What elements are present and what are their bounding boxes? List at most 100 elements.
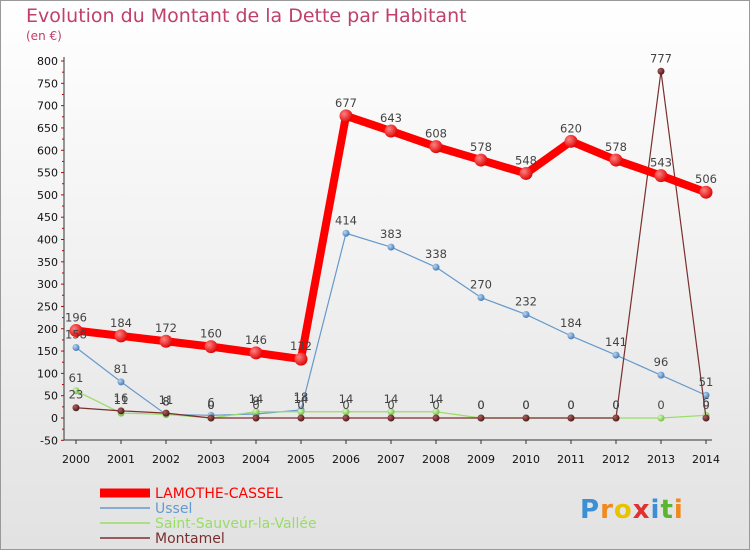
data-label-montamel: 0 bbox=[432, 398, 439, 412]
data-label-saint-sauveur-la-vall-e: 14 bbox=[249, 392, 264, 406]
data-label-montamel: 0 bbox=[567, 398, 574, 412]
y-tick-label: 350 bbox=[37, 256, 58, 269]
data-point-saint-sauveur-la-vall-e bbox=[252, 408, 260, 416]
data-point-montamel bbox=[252, 414, 260, 422]
y-tick-label: 250 bbox=[37, 300, 58, 313]
data-label-saint-sauveur-la-vall-e: 14 bbox=[429, 392, 444, 406]
x-tick-label: 2001 bbox=[107, 453, 135, 466]
x-tick-label: 2011 bbox=[557, 453, 585, 466]
data-label-lamothe-cassel: 196 bbox=[65, 311, 87, 325]
data-point-saint-sauveur-la-vall-e bbox=[657, 414, 665, 422]
data-point-lamothe-cassel bbox=[249, 346, 263, 360]
data-point-lamothe-cassel bbox=[159, 334, 173, 348]
x-tick-label: 2007 bbox=[377, 453, 405, 466]
data-point-ussel bbox=[117, 378, 125, 386]
data-label-montamel: 0 bbox=[252, 398, 259, 412]
y-tick-label: 600 bbox=[37, 144, 58, 157]
data-label-ussel: 6 bbox=[207, 395, 214, 409]
x-tick-label: 2012 bbox=[602, 453, 630, 466]
y-tick-label: 150 bbox=[37, 345, 58, 358]
data-point-lamothe-cassel bbox=[699, 185, 713, 199]
data-label-lamothe-cassel: 620 bbox=[560, 121, 582, 135]
y-tick-label: 0 bbox=[51, 412, 58, 425]
legend-label-saint-sauveur-la-vall-e: Saint-Sauveur-la-Vallée bbox=[155, 516, 317, 532]
data-point-lamothe-cassel bbox=[114, 329, 128, 343]
data-point-montamel bbox=[117, 407, 125, 415]
data-label-montamel: 0 bbox=[612, 398, 619, 412]
logo-letter: x bbox=[633, 495, 651, 525]
data-label-lamothe-cassel: 146 bbox=[245, 333, 267, 347]
data-point-montamel bbox=[432, 414, 440, 422]
data-label-montamel: 0 bbox=[342, 398, 349, 412]
data-label-montamel: 0 bbox=[387, 398, 394, 412]
data-point-montamel bbox=[477, 414, 485, 422]
x-tick-label: 2006 bbox=[332, 453, 360, 466]
data-label-montamel: 777 bbox=[650, 51, 672, 65]
data-label-ussel: 158 bbox=[65, 327, 87, 341]
data-point-ussel bbox=[567, 332, 575, 340]
data-label-lamothe-cassel: 677 bbox=[335, 96, 357, 110]
x-tick-label: 2008 bbox=[422, 453, 450, 466]
data-point-ussel bbox=[342, 229, 350, 237]
data-point-saint-sauveur-la-vall-e bbox=[72, 387, 80, 395]
y-tick-label: 700 bbox=[37, 100, 58, 113]
y-tick-label: 550 bbox=[37, 167, 58, 180]
proxiti-logo: Proxiti bbox=[580, 495, 684, 525]
data-point-saint-sauveur-la-vall-e bbox=[432, 408, 440, 416]
data-point-ussel bbox=[612, 351, 620, 359]
data-label-ussel: 18 bbox=[294, 390, 309, 404]
data-point-ussel bbox=[702, 391, 710, 399]
data-point-ussel bbox=[477, 294, 485, 302]
data-label-montamel: 16 bbox=[114, 391, 129, 405]
y-tick-label: 400 bbox=[37, 234, 58, 247]
data-point-ussel bbox=[432, 263, 440, 271]
data-point-lamothe-cassel bbox=[564, 134, 578, 148]
data-label-ussel: 414 bbox=[335, 213, 357, 227]
x-tick-label: 2005 bbox=[287, 453, 315, 466]
data-label-ussel: 232 bbox=[515, 294, 537, 308]
data-label-ussel: 141 bbox=[605, 335, 627, 349]
data-point-lamothe-cassel bbox=[474, 153, 488, 167]
svg-text:Proxiti: Proxiti bbox=[580, 495, 684, 525]
data-point-ussel bbox=[657, 371, 665, 379]
legend-label-lamothe-cassel: LAMOTHE-CASSEL bbox=[155, 486, 283, 502]
data-label-saint-sauveur-la-vall-e: 14 bbox=[339, 392, 354, 406]
data-label-ussel: 81 bbox=[114, 362, 129, 376]
data-point-lamothe-cassel bbox=[609, 153, 623, 167]
data-point-lamothe-cassel bbox=[294, 352, 308, 366]
data-label-montamel: 0 bbox=[477, 398, 484, 412]
data-point-montamel bbox=[567, 414, 575, 422]
data-label-saint-sauveur-la-vall-e: 14 bbox=[294, 392, 309, 406]
data-point-saint-sauveur-la-vall-e bbox=[342, 408, 350, 416]
data-point-saint-sauveur-la-vall-e bbox=[297, 408, 305, 416]
data-label-saint-sauveur-la-vall-e: 6 bbox=[702, 395, 709, 409]
data-label-lamothe-cassel: 506 bbox=[695, 172, 717, 186]
data-point-montamel bbox=[612, 414, 620, 422]
x-tick-label: 2004 bbox=[242, 453, 270, 466]
data-point-montamel bbox=[702, 414, 710, 422]
data-label-montamel: 0 bbox=[207, 398, 214, 412]
data-label-ussel: 9 bbox=[252, 394, 259, 408]
data-label-lamothe-cassel: 132 bbox=[290, 339, 312, 353]
y-tick-label: 200 bbox=[37, 323, 58, 336]
data-label-saint-sauveur-la-vall-e: 61 bbox=[69, 371, 84, 385]
x-tick-label: 2010 bbox=[512, 453, 540, 466]
data-label-lamothe-cassel: 643 bbox=[380, 111, 402, 125]
y-tick-label: 500 bbox=[37, 189, 58, 202]
data-point-lamothe-cassel bbox=[654, 169, 668, 183]
data-point-montamel bbox=[522, 414, 530, 422]
x-tick-label: 2013 bbox=[647, 453, 675, 466]
data-label-lamothe-cassel: 608 bbox=[425, 127, 447, 141]
data-label-lamothe-cassel: 160 bbox=[200, 327, 222, 341]
data-label-montamel: 0 bbox=[297, 398, 304, 412]
logo-letter: i bbox=[651, 495, 661, 525]
data-point-lamothe-cassel bbox=[519, 166, 533, 180]
data-point-saint-sauveur-la-vall-e bbox=[387, 408, 395, 416]
data-label-saint-sauveur-la-vall-e: 0 bbox=[657, 398, 664, 412]
data-label-saint-sauveur-la-vall-e: 8 bbox=[162, 394, 169, 408]
data-label-lamothe-cassel: 543 bbox=[650, 156, 672, 170]
logo-letter: i bbox=[674, 495, 684, 525]
chart-title: Evolution du Montant de la Dette par Hab… bbox=[26, 5, 467, 27]
